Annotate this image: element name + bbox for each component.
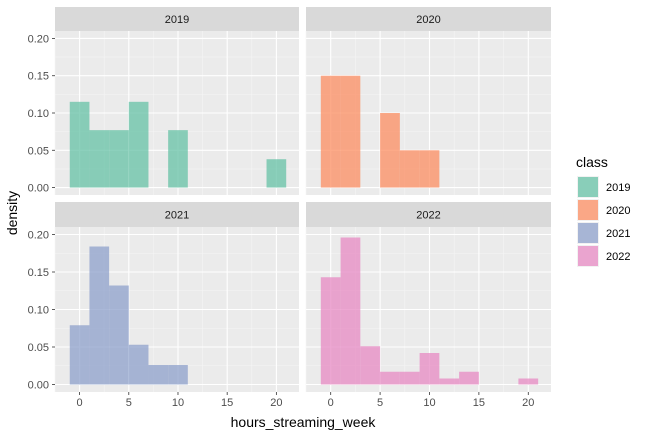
facet-panel-2020: 2020 <box>305 7 551 195</box>
legend-label: 2021 <box>606 228 630 240</box>
x-tick-label: 0 <box>328 397 334 409</box>
histogram-bar <box>439 378 460 385</box>
histogram-bar <box>518 378 539 385</box>
x-tick-label: 10 <box>172 397 184 409</box>
y-axis-title: density <box>4 191 20 235</box>
y-tick-label: 0.10 <box>28 305 49 317</box>
histogram-bar <box>380 113 400 188</box>
axis-titles: hours_streaming_week density <box>4 191 376 430</box>
legend-label: 2022 <box>606 251 630 263</box>
x-tick-label: 0 <box>77 397 83 409</box>
facet-panel-2022: 2022 0 5 10 15 20 <box>305 202 551 409</box>
y-tick-label: 0.05 <box>28 145 49 157</box>
legend-key-swatch <box>578 200 598 220</box>
legend-key-swatch <box>578 246 598 266</box>
facet-strip <box>306 202 551 227</box>
histogram-bar <box>360 346 381 385</box>
y-tick-label: 0.15 <box>28 71 49 83</box>
histogram-bar <box>399 150 420 188</box>
histogram-bar <box>459 371 479 385</box>
x-tick-label: 20 <box>522 397 534 409</box>
histogram-bar <box>419 353 440 385</box>
facet-strip-label: 2019 <box>165 14 189 26</box>
x-tick-label: 20 <box>270 397 282 409</box>
legend: class 2019 2020 2021 2022 <box>576 154 630 267</box>
histogram-bar <box>89 246 110 385</box>
histogram-bar <box>340 237 361 385</box>
x-tick-label: 5 <box>377 397 383 409</box>
histogram-bar <box>89 130 110 188</box>
x-tick-label: 10 <box>423 397 435 409</box>
x-axis-title: hours_streaming_week <box>231 414 377 430</box>
histogram-bar <box>109 130 129 188</box>
histogram-bar <box>128 101 149 188</box>
facet-strip <box>55 7 299 31</box>
histogram-bar <box>320 75 341 188</box>
histogram-bar <box>380 371 400 385</box>
x-tick-label: 5 <box>126 397 132 409</box>
y-tick-label: 0.20 <box>28 230 49 242</box>
legend-title: class <box>576 154 608 170</box>
histogram-bar <box>419 150 440 188</box>
legend-key-swatch <box>578 223 598 243</box>
histogram-bar <box>320 277 341 385</box>
x-tick-label: 15 <box>473 397 485 409</box>
histogram-bar <box>128 344 149 385</box>
facet-panels: 20190.000.050.100.150.20202020210.000.05… <box>28 7 551 409</box>
histogram-bar <box>148 365 169 385</box>
y-tick-label: 0.15 <box>28 267 49 279</box>
y-tick-label: 0.05 <box>28 342 49 354</box>
histogram-bar <box>266 159 287 188</box>
histogram-bar <box>69 101 90 188</box>
facet-strip <box>55 202 299 227</box>
y-tick-label: 0.00 <box>28 380 49 392</box>
histogram-bar <box>340 75 361 188</box>
histogram-bar <box>69 325 90 385</box>
histogram-bar <box>399 371 420 385</box>
y-tick-label: 0.20 <box>28 33 49 45</box>
legend-label: 2020 <box>606 205 630 217</box>
legend-key-swatch <box>578 177 598 197</box>
histogram-bar <box>109 285 129 385</box>
x-tick-label: 15 <box>221 397 233 409</box>
facet-strip-label: 2020 <box>416 14 440 26</box>
facet-strip-label: 2021 <box>165 210 189 222</box>
y-tick-label: 0.10 <box>28 108 49 120</box>
facet-panel-2021: 2021 0.00 0.05 0.10 0.15 0.20 0 5 10 15 20 <box>28 202 299 409</box>
facet-strip <box>306 7 551 31</box>
legend-label: 2019 <box>606 182 630 194</box>
facet-panel-2019: 2019 0.00 0.05 0.10 0.15 0.20 <box>28 7 299 195</box>
facet-strip-label: 2022 <box>416 210 440 222</box>
histogram-bar <box>168 130 188 188</box>
y-tick-label: 0.00 <box>28 183 49 195</box>
histogram-bar <box>168 365 188 385</box>
